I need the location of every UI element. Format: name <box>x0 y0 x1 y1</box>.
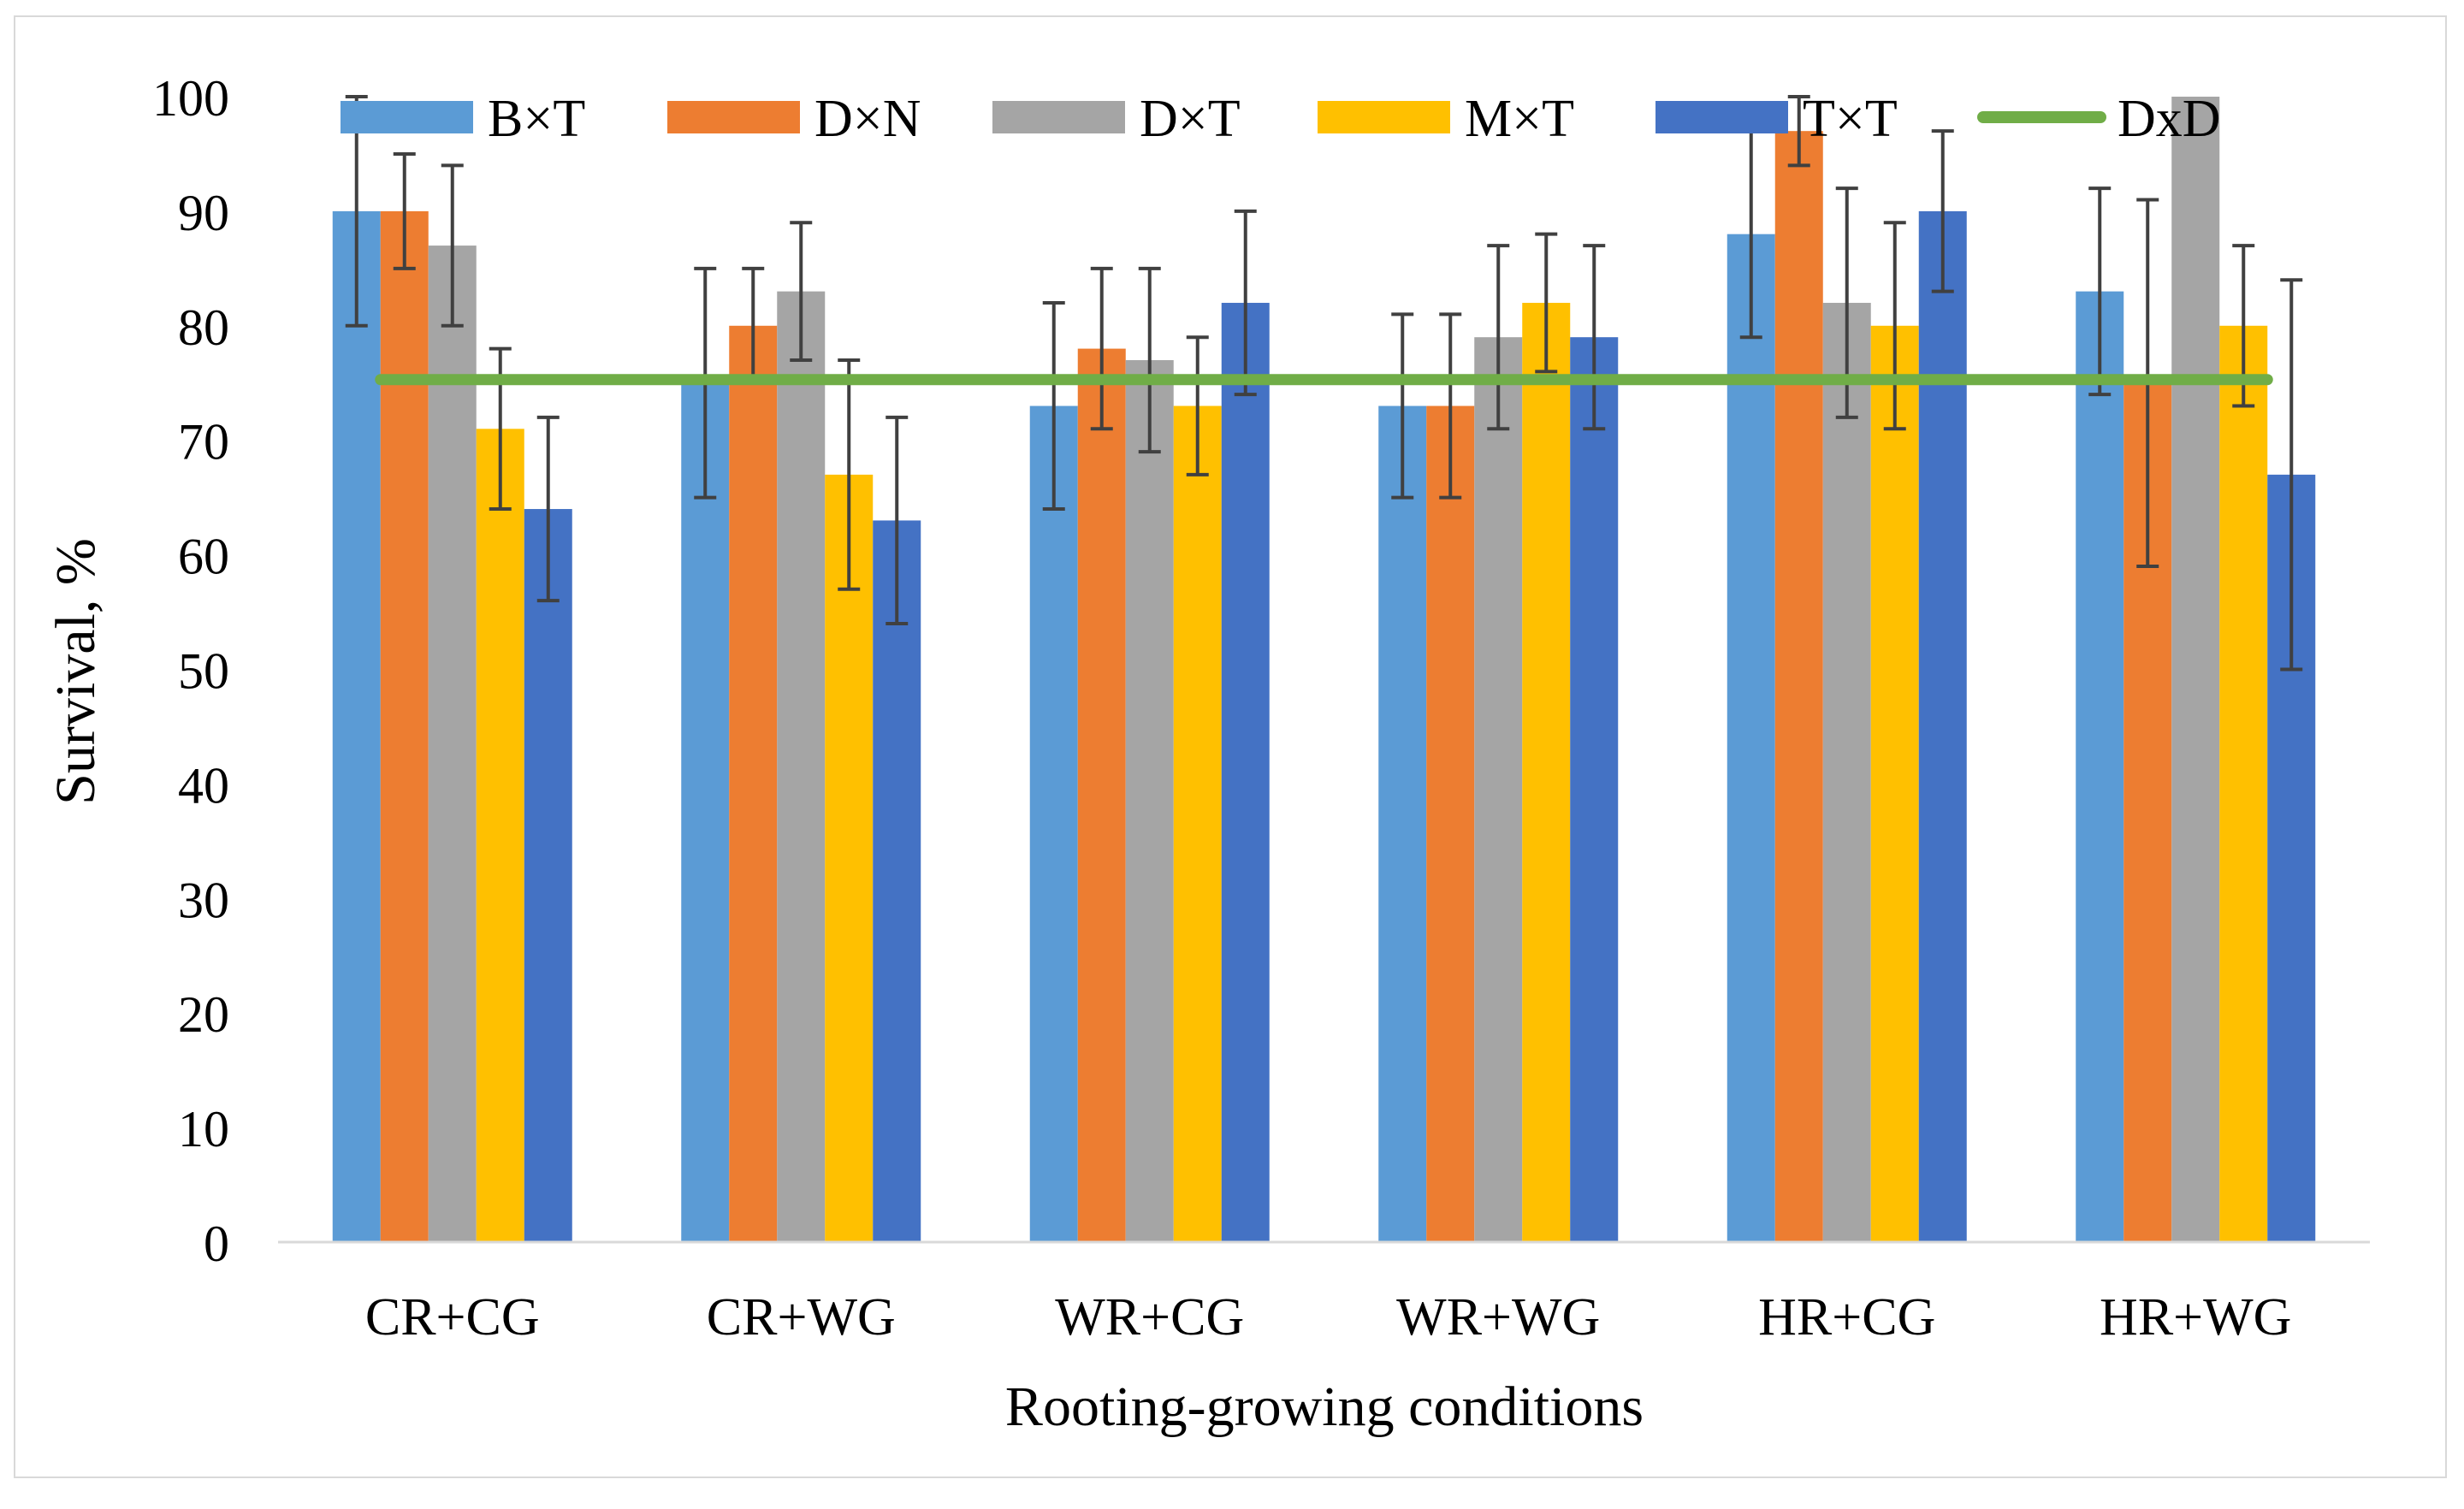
bar-B×T-CR+CG <box>332 210 381 1242</box>
y-tick-label: 50 <box>178 643 229 700</box>
error-bar-B×T-WR+WG <box>1391 312 1414 500</box>
legend-item-DxD: DxD <box>1977 90 2221 148</box>
bar-D×N-WR+CG <box>1077 348 1126 1243</box>
error-bar-D×N-WR+CG <box>1090 266 1113 431</box>
error-bar-T×T-HR+WG <box>2280 278 2303 672</box>
error-bar-M×T-HR+CG <box>1883 221 1906 431</box>
bar-B×T-HR+CG <box>1727 234 1775 1243</box>
error-bar-M×T-WR+WG <box>1535 232 1558 374</box>
bar-D×T-HR+WG <box>2171 97 2220 1242</box>
legend-swatch <box>1656 101 1788 133</box>
error-bar-T×T-HR+CG <box>1931 129 1954 293</box>
x-tick-label: WR+CG <box>1055 1288 1244 1346</box>
y-tick-label: 80 <box>178 299 229 356</box>
bar-M×T-WR+CG <box>1173 405 1222 1242</box>
legend-label: B×T <box>488 90 585 148</box>
legend-label: T×T <box>1803 90 1898 148</box>
y-axis-ticks: 0 10 20 30 40 50 60 70 80 90 100 <box>152 70 229 1272</box>
bar-T×T-HR+CG <box>1918 210 1967 1242</box>
legend-label: D×N <box>814 90 921 148</box>
bar-B×T-WR+WG <box>1378 405 1427 1242</box>
bar-D×T-WR+CG <box>1125 359 1174 1243</box>
error-bar-T×T-WR+WG <box>1583 244 1606 431</box>
bar-M×T-CR+CG <box>476 429 524 1242</box>
bar-D×T-HR+CG <box>1822 303 1871 1242</box>
y-tick-label: 40 <box>178 757 229 814</box>
y-tick-label: 30 <box>178 872 229 928</box>
y-tick-label: 20 <box>178 986 229 1043</box>
error-bar-B×T-WR+CG <box>1042 301 1065 512</box>
error-bar-D×T-CR+CG <box>441 163 464 328</box>
y-tick-label: 10 <box>178 1101 229 1157</box>
x-axis-label: Rooting-growing conditions <box>1005 1376 1644 1438</box>
error-bar-M×T-WR+CG <box>1186 335 1209 476</box>
x-tick-label: CR+CG <box>365 1288 540 1346</box>
bar-T×T-CR+CG <box>524 509 572 1242</box>
x-axis-ticks: CR+CG CR+WG WR+CG WR+WG HR+CG HR+WG <box>365 1288 2292 1346</box>
error-bar-T×T-WR+CG <box>1234 209 1257 397</box>
y-tick-label: 70 <box>178 414 229 470</box>
y-axis-label: Survival, % <box>44 538 107 805</box>
x-tick-label: WR+WG <box>1396 1288 1600 1346</box>
bars-layer <box>332 97 2316 1243</box>
error-bar-D×T-WR+WG <box>1487 244 1510 431</box>
bar-D×N-WR+WG <box>1426 405 1475 1242</box>
bar-D×T-WR+WG <box>1474 337 1523 1243</box>
error-bar-T×T-CR+CG <box>536 415 560 603</box>
legend-item-D×T: D×T <box>992 90 1241 148</box>
y-tick-label: 60 <box>178 529 229 585</box>
error-bar-D×N-HR+CG <box>1787 95 1810 168</box>
legend-item-D×N: D×N <box>667 90 921 148</box>
legend-swatch <box>667 101 800 133</box>
bar-D×N-CR+WG <box>729 325 778 1242</box>
bar-T×T-WR+WG <box>1570 337 1619 1243</box>
error-bar-D×N-CR+CG <box>393 151 416 270</box>
legend: B×T D×N D×T M×T T×T DxD <box>341 90 2221 148</box>
legend-swatch <box>341 101 473 133</box>
bar-B×T-CR+WG <box>681 382 730 1242</box>
y-tick-label: 90 <box>178 185 229 241</box>
legend-swatch <box>992 101 1125 133</box>
legend-label: D×T <box>1140 90 1241 148</box>
x-tick-label: HR+CG <box>1758 1288 1935 1346</box>
legend-label: DxD <box>2118 90 2221 148</box>
bar-T×T-WR+CG <box>1221 303 1270 1242</box>
error-bar-D×T-CR+WG <box>790 221 813 362</box>
bar-D×T-CR+CG <box>428 246 477 1242</box>
x-tick-label: CR+WG <box>707 1288 896 1346</box>
legend-item-M×T: M×T <box>1318 90 1574 148</box>
error-bar-B×T-CR+CG <box>345 95 368 328</box>
error-bar-B×T-HR+WG <box>2088 186 2112 397</box>
bar-M×T-CR+WG <box>825 474 874 1242</box>
error-bar-T×T-CR+WG <box>886 415 909 625</box>
legend-item-T×T: T×T <box>1656 90 1898 148</box>
bar-M×T-WR+WG <box>1522 303 1571 1242</box>
legend-item-B×T: B×T <box>341 90 585 148</box>
bar-M×T-HR+WG <box>2219 325 2268 1242</box>
bar-D×T-CR+WG <box>777 291 826 1242</box>
bar-T×T-CR+WG <box>873 520 921 1242</box>
bar-D×N-HR+CG <box>1774 131 1823 1242</box>
error-bar-D×T-WR+CG <box>1138 266 1161 454</box>
bar-D×N-CR+CG <box>380 210 429 1242</box>
bar-B×T-WR+CG <box>1029 405 1078 1242</box>
x-tick-label: HR+WG <box>2100 1288 2291 1346</box>
error-bar-D×N-WR+WG <box>1439 312 1462 500</box>
y-tick-label: 0 <box>204 1216 229 1272</box>
error-bar-M×T-CR+WG <box>838 358 861 591</box>
legend-label: M×T <box>1465 90 1574 148</box>
bar-M×T-HR+CG <box>1870 325 1919 1242</box>
y-tick-label: 100 <box>152 70 229 127</box>
bar-B×T-HR+WG <box>2076 291 2124 1242</box>
legend-swatch <box>1318 101 1450 133</box>
